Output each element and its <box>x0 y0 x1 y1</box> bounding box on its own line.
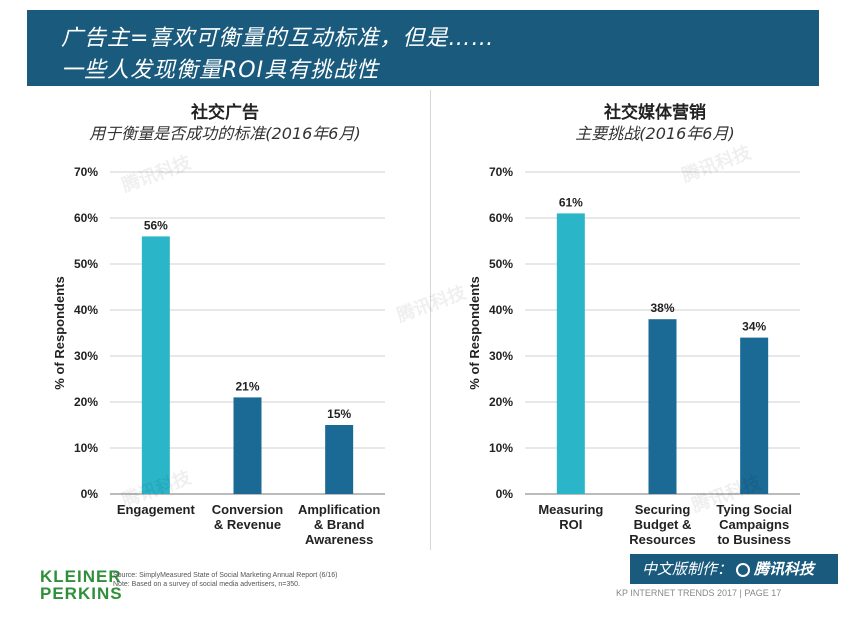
left-chart-title: 社交广告 <box>191 103 259 123</box>
bar-value-label: 21% <box>235 379 259 393</box>
y-tick-label: 30% <box>74 349 98 363</box>
note-text: Note: Based on a survey of social media … <box>113 581 300 588</box>
x-category-label: Campaigns <box>719 517 789 532</box>
bar-value-label: 34% <box>742 320 766 334</box>
title-banner: 广告主=喜欢可衡量的互动标准，但是…… 一些人发现衡量ROI具有挑战性 <box>27 10 819 86</box>
y-tick-label: 50% <box>489 257 513 271</box>
x-category-label: Conversion <box>212 502 284 517</box>
x-category-label: Engagement <box>117 502 196 517</box>
x-category-label: Measuring <box>538 502 603 517</box>
x-category-label: Awareness <box>305 532 373 547</box>
y-tick-label: 40% <box>74 303 98 317</box>
x-category-label: & Brand <box>314 517 365 532</box>
right-chart-subtitle: 主要挑战(2016年6月) <box>575 124 735 143</box>
page-footer: KP INTERNET TRENDS 2017 | PAGE 17 <box>616 588 782 598</box>
y-tick-label: 10% <box>489 441 513 455</box>
x-category-label: ROI <box>559 517 582 532</box>
y-axis-label: % of Respondents <box>52 276 67 389</box>
y-tick-label: 70% <box>489 165 513 179</box>
y-tick-label: 10% <box>74 441 98 455</box>
source-note: Source: SimplyMeasured State of Social M… <box>113 571 338 589</box>
bar <box>556 213 585 494</box>
x-category-label: & Revenue <box>214 517 281 532</box>
translation-badge: 中文版制作： 腾讯科技 <box>630 554 838 584</box>
bar-value-label: 15% <box>327 407 351 421</box>
bar-value-label: 38% <box>650 301 674 315</box>
y-tick-label: 50% <box>74 257 98 271</box>
x-category-label: Budget & <box>634 517 692 532</box>
source-text: Source: SimplyMeasured State of Social M… <box>113 572 338 579</box>
bar <box>740 337 769 494</box>
x-category-label: to Business <box>717 532 791 547</box>
x-category-label: Amplification <box>298 502 380 517</box>
y-tick-label: 30% <box>489 349 513 363</box>
right-chart: 0% 10% 20% 30% 40% 50% 60% 70% % of Respondents 6… <box>467 165 800 547</box>
y-tick-label: 40% <box>489 303 513 317</box>
badge-brand: 腾讯科技 <box>754 560 815 578</box>
bar <box>325 425 354 494</box>
y-tick-label: 70% <box>74 165 98 179</box>
y-axis-label: % of Respondents <box>467 276 482 389</box>
bar <box>648 319 677 494</box>
bar-value-label: 56% <box>144 218 168 232</box>
y-tick-label: 0% <box>496 487 514 501</box>
right-chart-title: 社交媒体营销 <box>604 103 706 123</box>
left-chart-subtitle: 用于衡量是否成功的标准(2016年6月) <box>89 124 361 143</box>
x-category-label: Securing <box>635 502 691 517</box>
logo-line-1: KLEINER <box>40 567 122 586</box>
kleiner-perkins-logo: KLEINER PERKINS <box>40 568 123 602</box>
logo-line-2: PERKINS <box>40 584 123 603</box>
bar <box>233 397 262 494</box>
badge-brand-icon <box>736 562 751 577</box>
headline-line-1: 广告主=喜欢可衡量的互动标准，但是…… <box>61 26 495 51</box>
y-tick-label: 60% <box>74 211 98 225</box>
x-category-label: Tying Social <box>716 502 792 517</box>
left-chart: 0% 10% 20% 30% 40% 50% 60% 70% % of Respondents 5… <box>52 165 385 547</box>
bar <box>141 236 170 494</box>
badge-label: 中文版制作： <box>642 560 733 578</box>
y-tick-label: 20% <box>74 395 98 409</box>
column-divider <box>430 90 431 550</box>
y-tick-label: 60% <box>489 211 513 225</box>
headline-line-2: 一些人发现衡量ROI具有挑战性 <box>61 58 380 83</box>
x-category-label: Resources <box>629 532 695 547</box>
bar-value-label: 61% <box>559 195 583 209</box>
y-tick-label: 0% <box>81 487 99 501</box>
y-tick-label: 20% <box>489 395 513 409</box>
